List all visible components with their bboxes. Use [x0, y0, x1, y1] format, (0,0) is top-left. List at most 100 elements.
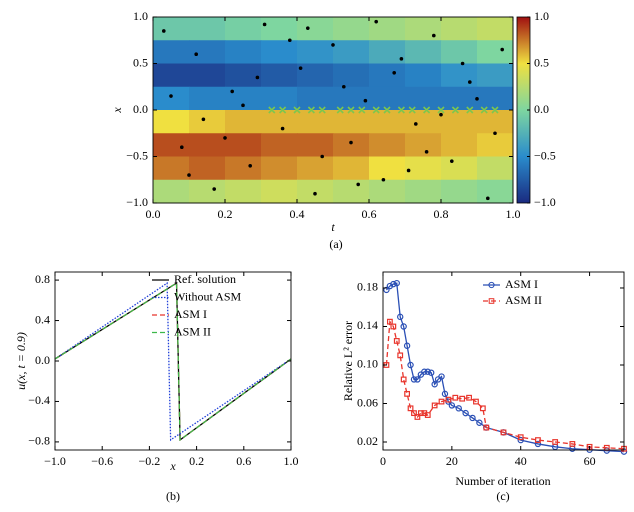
- heat-cell: [333, 133, 370, 157]
- sample-point: [356, 182, 361, 187]
- heat-cell: [477, 17, 514, 41]
- heat-cell: [405, 17, 442, 41]
- heat-cell: [153, 110, 190, 134]
- heat-cell: [153, 63, 190, 88]
- heat-cell: [405, 86, 442, 111]
- marker: [438, 373, 445, 380]
- legend-label: ASM II: [505, 293, 542, 307]
- marker: [473, 398, 479, 405]
- series-line: [54, 281, 292, 442]
- marker: [479, 405, 486, 412]
- marker: [393, 279, 400, 287]
- heat-cell: [153, 179, 190, 204]
- cross-point: [423, 106, 431, 114]
- heat-cell: [261, 63, 298, 88]
- cross-point: [268, 106, 276, 114]
- marker: [535, 437, 541, 443]
- marker: [517, 434, 524, 441]
- x-tick-label: 0.2: [189, 454, 204, 468]
- x-tick-label: −0.6: [91, 454, 113, 468]
- colorbar-tick-label: −0.5: [534, 148, 556, 162]
- heat-cell: [441, 156, 478, 181]
- sample-point: [298, 66, 303, 70]
- sample-point: [241, 103, 245, 108]
- marker: [404, 390, 410, 397]
- x-tick-label: 0.6: [236, 454, 251, 468]
- sample-point: [414, 122, 418, 126]
- marker: [459, 395, 466, 402]
- marker: [411, 410, 417, 417]
- cross-point: [480, 106, 488, 114]
- heat-cell: [369, 133, 406, 157]
- x-tick-label: 1.0: [284, 454, 299, 468]
- marker: [414, 376, 421, 383]
- plot-frame: [54, 271, 292, 451]
- x-tick-label: 0: [380, 454, 386, 468]
- sample-point: [392, 71, 397, 75]
- heat-cell: [225, 40, 262, 64]
- x-tick-label: 0.6: [362, 207, 377, 221]
- heat-cell: [369, 63, 406, 88]
- legend-label: ASM I: [505, 277, 538, 291]
- series-line: [54, 281, 292, 442]
- cross-point: [279, 106, 287, 114]
- y-tick-label: 0.0: [35, 353, 50, 367]
- heat-cell: [477, 63, 514, 88]
- sample-point: [493, 131, 497, 136]
- heat-cell: [225, 179, 262, 204]
- heat-cell: [189, 40, 226, 64]
- cross-point: [372, 106, 380, 114]
- marker: [410, 376, 418, 383]
- marker: [441, 390, 449, 398]
- heat-cell: [477, 133, 514, 157]
- heat-cell: [189, 110, 226, 134]
- heat-cell: [297, 156, 334, 181]
- marker: [397, 313, 404, 321]
- x-axis-label: t: [331, 220, 335, 234]
- heat-cell: [297, 179, 334, 204]
- heat-cell: [441, 86, 478, 111]
- sample-point: [406, 168, 411, 173]
- heat-cell: [405, 110, 442, 134]
- sample-point: [486, 196, 490, 201]
- heat-cell: [225, 17, 262, 41]
- marker: [569, 441, 576, 447]
- x-axis-label: Number of iteration: [455, 474, 550, 488]
- sample-point: [288, 38, 292, 43]
- cross-point: [408, 106, 416, 114]
- marker: [390, 280, 397, 288]
- y-tick-label: 0.8: [35, 272, 50, 286]
- sample-point: [475, 97, 479, 101]
- heat-cell: [261, 156, 298, 181]
- sample-point: [374, 19, 379, 24]
- heat-cell: [369, 110, 406, 134]
- heat-cell: [477, 110, 514, 134]
- heat-cell: [441, 110, 478, 134]
- series-line: [54, 281, 292, 442]
- colorbar-tick-label: 0.0: [534, 102, 549, 116]
- marker: [383, 286, 390, 294]
- x-tick-label: 0.8: [434, 207, 449, 221]
- sample-point: [424, 150, 429, 154]
- heat-cell: [441, 40, 478, 64]
- y-tick-label: 0.0: [133, 102, 148, 116]
- heat-cell: [297, 133, 334, 157]
- heat-cell: [297, 110, 334, 134]
- sample-point: [313, 191, 317, 196]
- heat-cell: [405, 179, 442, 204]
- sample-point: [363, 98, 368, 103]
- x-tick-label: 1.0: [506, 207, 521, 221]
- marker: [445, 396, 452, 403]
- heat-cell: [369, 86, 406, 111]
- marker: [400, 376, 407, 383]
- x-tick-label: 40: [515, 454, 527, 468]
- marker: [390, 323, 397, 330]
- heat-cell: [369, 17, 406, 41]
- y-axis-label: x: [110, 107, 124, 114]
- marker: [414, 414, 421, 420]
- heat-cell: [369, 156, 406, 181]
- cross-point: [293, 106, 301, 114]
- sample-point: [439, 112, 443, 117]
- heat-cell: [441, 17, 478, 41]
- heat-cell: [477, 179, 514, 204]
